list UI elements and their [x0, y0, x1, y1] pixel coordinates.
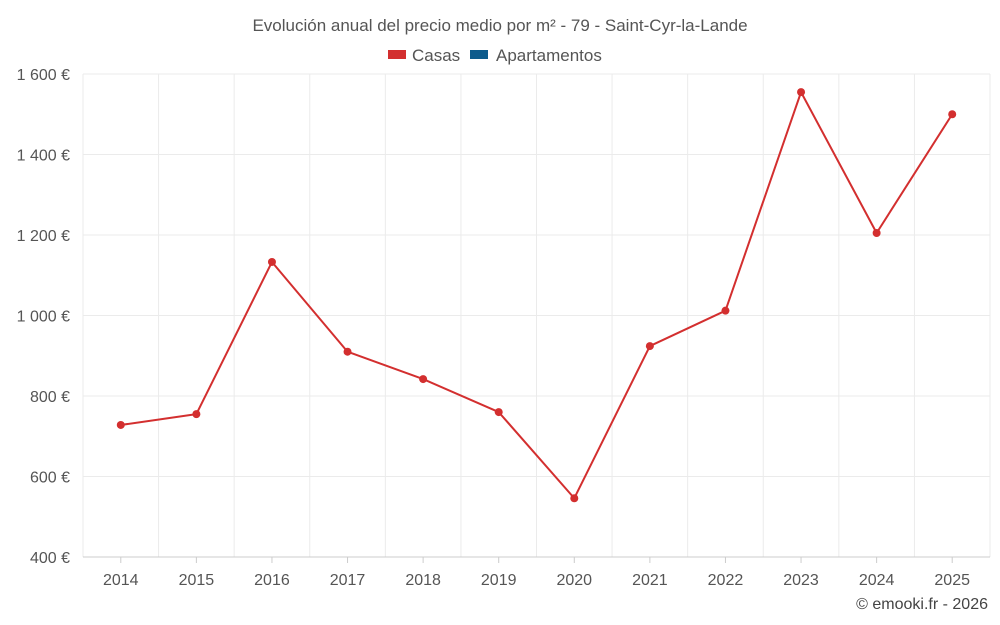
data-point[interactable] [948, 110, 957, 119]
legend-label-apartamentos[interactable]: Apartamentos [496, 46, 602, 65]
x-tick-label: 2023 [783, 572, 819, 589]
legend[interactable]: Casas Apartamentos [388, 46, 602, 65]
chart-title: Evolución anual del precio medio por m² … [252, 16, 747, 35]
data-point[interactable] [721, 306, 730, 315]
data-point[interactable] [343, 347, 352, 356]
x-tick-label: 2015 [179, 572, 215, 589]
y-gridlines [83, 73, 990, 477]
x-tick-label: 2018 [405, 572, 441, 589]
series-line-casas [120, 91, 954, 500]
y-axis-ticks: 400 € 600 € 800 € 1 000 € 1 200 € 1 400 € 1 60… [17, 67, 70, 567]
legend-label-casas[interactable]: Casas [412, 46, 460, 65]
data-point[interactable] [570, 494, 579, 503]
y-tick-label: 1 400 € [17, 148, 70, 165]
y-tick-label: 600 € [30, 470, 70, 487]
y-tick-label: 1 200 € [17, 228, 70, 245]
series-lines [120, 91, 954, 500]
x-tick-label: 2021 [632, 572, 668, 589]
legend-swatch-casas[interactable] [388, 50, 406, 59]
y-tick-label: 1 000 € [17, 309, 70, 326]
x-tick-label: 2024 [859, 572, 895, 589]
y-tick-label: 400 € [30, 550, 70, 567]
x-tick-label: 2014 [103, 572, 139, 589]
data-point[interactable] [872, 228, 881, 237]
data-point[interactable] [116, 420, 125, 429]
x-tick-label: 2019 [481, 572, 517, 589]
data-point[interactable] [419, 375, 428, 384]
credit-text: © emooki.fr - 2026 [856, 596, 988, 613]
x-tick-label: 2022 [708, 572, 744, 589]
x-tick-label: 2017 [330, 572, 366, 589]
y-tick-label: 1 600 € [17, 67, 70, 84]
data-point[interactable] [797, 88, 806, 97]
y-tick-label: 800 € [30, 389, 70, 406]
legend-swatch-apartamentos[interactable] [470, 50, 488, 59]
x-tick-label: 2025 [934, 572, 970, 589]
x-tick-label: 2020 [556, 572, 592, 589]
series-points[interactable] [116, 88, 957, 503]
data-point[interactable] [192, 410, 201, 419]
data-point[interactable] [494, 408, 503, 417]
x-tick-label: 2016 [254, 572, 290, 589]
x-axis-ticks: 2014 2015 2016 2017 2018 2019 2020 2021 2022 2023… [103, 557, 970, 589]
data-point[interactable] [267, 257, 276, 266]
data-point[interactable] [645, 342, 654, 351]
